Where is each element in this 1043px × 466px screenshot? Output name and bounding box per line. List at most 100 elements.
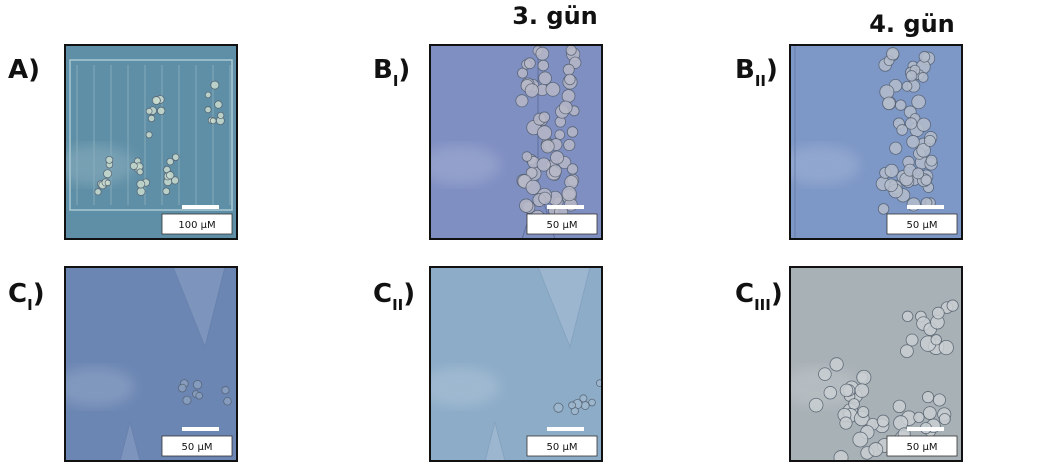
scale-label: 100 µM xyxy=(178,220,215,231)
cell xyxy=(146,132,152,138)
cell xyxy=(869,443,883,457)
cell xyxy=(522,152,532,162)
panel-label: CII) xyxy=(373,279,415,314)
image-background xyxy=(790,45,962,239)
cell xyxy=(897,125,908,136)
cell xyxy=(157,107,165,115)
cell xyxy=(218,112,224,118)
cell xyxy=(196,392,203,399)
cell xyxy=(148,115,155,122)
cell xyxy=(541,140,554,153)
panel-paren: ) xyxy=(33,279,45,309)
cell xyxy=(887,48,899,60)
light-patch xyxy=(420,367,500,407)
light-patch xyxy=(55,145,135,185)
cell xyxy=(564,139,575,150)
image-content: 50 µM xyxy=(55,267,237,461)
cell xyxy=(918,72,928,82)
cell xyxy=(103,170,111,178)
panel-subscript: II xyxy=(392,296,403,314)
cell xyxy=(917,118,930,131)
cell xyxy=(900,345,913,358)
panel-paren: ) xyxy=(771,279,783,309)
cell xyxy=(105,180,111,186)
cell xyxy=(224,398,232,406)
cell xyxy=(563,64,574,75)
panel-subscript: III xyxy=(754,296,771,314)
cell xyxy=(537,158,550,171)
cell xyxy=(913,168,924,179)
cell xyxy=(146,108,152,114)
micrograph: 50 µM xyxy=(420,45,602,239)
micrograph: 100 µM xyxy=(55,45,237,239)
cell xyxy=(525,84,538,97)
cell xyxy=(849,399,860,410)
cell xyxy=(902,81,912,91)
panel-label: BII) xyxy=(735,55,778,90)
cell xyxy=(819,368,832,381)
panel-letter: C xyxy=(373,279,392,309)
cell xyxy=(840,417,852,429)
panel-label: CIII) xyxy=(735,279,783,314)
cell xyxy=(137,187,145,195)
scale-label: 50 µM xyxy=(907,442,938,453)
cell xyxy=(858,407,869,418)
cell xyxy=(907,135,920,148)
cell xyxy=(211,81,219,89)
column-header: 4. gün xyxy=(869,10,955,38)
cell xyxy=(152,96,160,104)
cell xyxy=(939,340,953,354)
light-patch xyxy=(420,145,500,185)
image-content: 50 µM xyxy=(780,45,962,239)
cell xyxy=(853,432,868,447)
cell xyxy=(919,51,930,62)
cell xyxy=(890,142,902,154)
panel-paren: ) xyxy=(398,55,410,85)
cell xyxy=(932,307,944,319)
image-background xyxy=(430,45,602,239)
cell xyxy=(183,396,191,404)
cell xyxy=(830,358,843,371)
micrograph: 50 µM xyxy=(420,267,603,461)
panel-letter: B xyxy=(735,55,755,85)
cell xyxy=(906,71,917,82)
cell xyxy=(205,107,211,113)
cell xyxy=(912,95,926,109)
cell xyxy=(524,58,535,69)
cell xyxy=(923,407,936,420)
panel-paren: ) xyxy=(28,55,40,85)
cell xyxy=(539,72,552,85)
panel-paren: ) xyxy=(766,55,778,85)
cell xyxy=(947,300,958,311)
light-patch xyxy=(780,145,860,185)
cell xyxy=(210,118,216,124)
scale-label: 50 µM xyxy=(547,220,578,231)
cell xyxy=(565,74,576,85)
cell xyxy=(824,386,837,399)
cell xyxy=(95,189,101,195)
cell xyxy=(554,403,563,412)
cell xyxy=(549,165,561,177)
figure: 3. gün 4. gün A)100 µMBI)50 µMBII)50 µMC… xyxy=(0,0,1043,466)
cell xyxy=(834,451,848,465)
cell xyxy=(163,188,170,195)
light-patch xyxy=(55,367,135,407)
micrograph: 50 µM xyxy=(780,45,962,239)
cell xyxy=(537,126,551,140)
cell xyxy=(924,135,935,146)
cell xyxy=(902,311,913,322)
micrograph: 50 µM xyxy=(55,267,237,461)
panel-letter: B xyxy=(373,55,393,85)
cell xyxy=(933,394,945,406)
micrograph: 50 µM xyxy=(780,267,962,465)
cell xyxy=(569,402,576,409)
cell xyxy=(566,45,576,55)
cell xyxy=(922,391,933,402)
cell xyxy=(539,192,551,204)
cell xyxy=(895,100,906,111)
cell xyxy=(193,381,201,389)
image-content: 100 µM xyxy=(55,45,237,239)
cell xyxy=(855,384,869,398)
scale-label: 50 µM xyxy=(182,442,213,453)
